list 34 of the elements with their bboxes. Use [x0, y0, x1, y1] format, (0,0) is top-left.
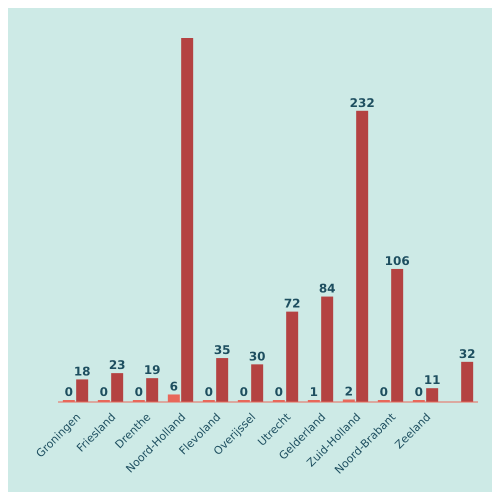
data-label: 32: [458, 346, 476, 361]
data-label: 6: [170, 379, 178, 394]
bar: [181, 38, 194, 402]
data-label: 23: [108, 358, 126, 372]
data-label: 18: [74, 364, 91, 378]
bar: [321, 296, 334, 402]
data-label: 0: [64, 385, 74, 399]
bar: [111, 373, 124, 402]
bar: [251, 364, 264, 402]
data-label: 0: [240, 385, 248, 399]
data-label: 0: [204, 385, 214, 399]
data-label: 0: [134, 385, 144, 399]
data-label: 30: [248, 349, 266, 364]
data-label: 35: [214, 343, 231, 358]
data-label: 0: [414, 385, 424, 399]
data-label: 2: [344, 384, 354, 398]
data-label: 84: [318, 282, 336, 296]
data-label: 232: [350, 96, 375, 110]
bar: [216, 358, 228, 402]
bar: [146, 378, 158, 402]
data-label: 19: [144, 363, 161, 378]
data-label: 0: [274, 385, 284, 399]
bar: [356, 110, 368, 402]
data-label: 106: [384, 254, 410, 268]
bar: [391, 268, 404, 402]
data-label: 72: [284, 296, 301, 311]
bar: [286, 312, 298, 402]
data-label: 11: [424, 373, 441, 388]
data-label: 1: [310, 385, 318, 399]
data-label: 0: [380, 385, 388, 399]
bar: [426, 388, 438, 402]
bar: [76, 379, 88, 402]
bar: [461, 362, 474, 402]
data-label: 0: [100, 385, 108, 399]
